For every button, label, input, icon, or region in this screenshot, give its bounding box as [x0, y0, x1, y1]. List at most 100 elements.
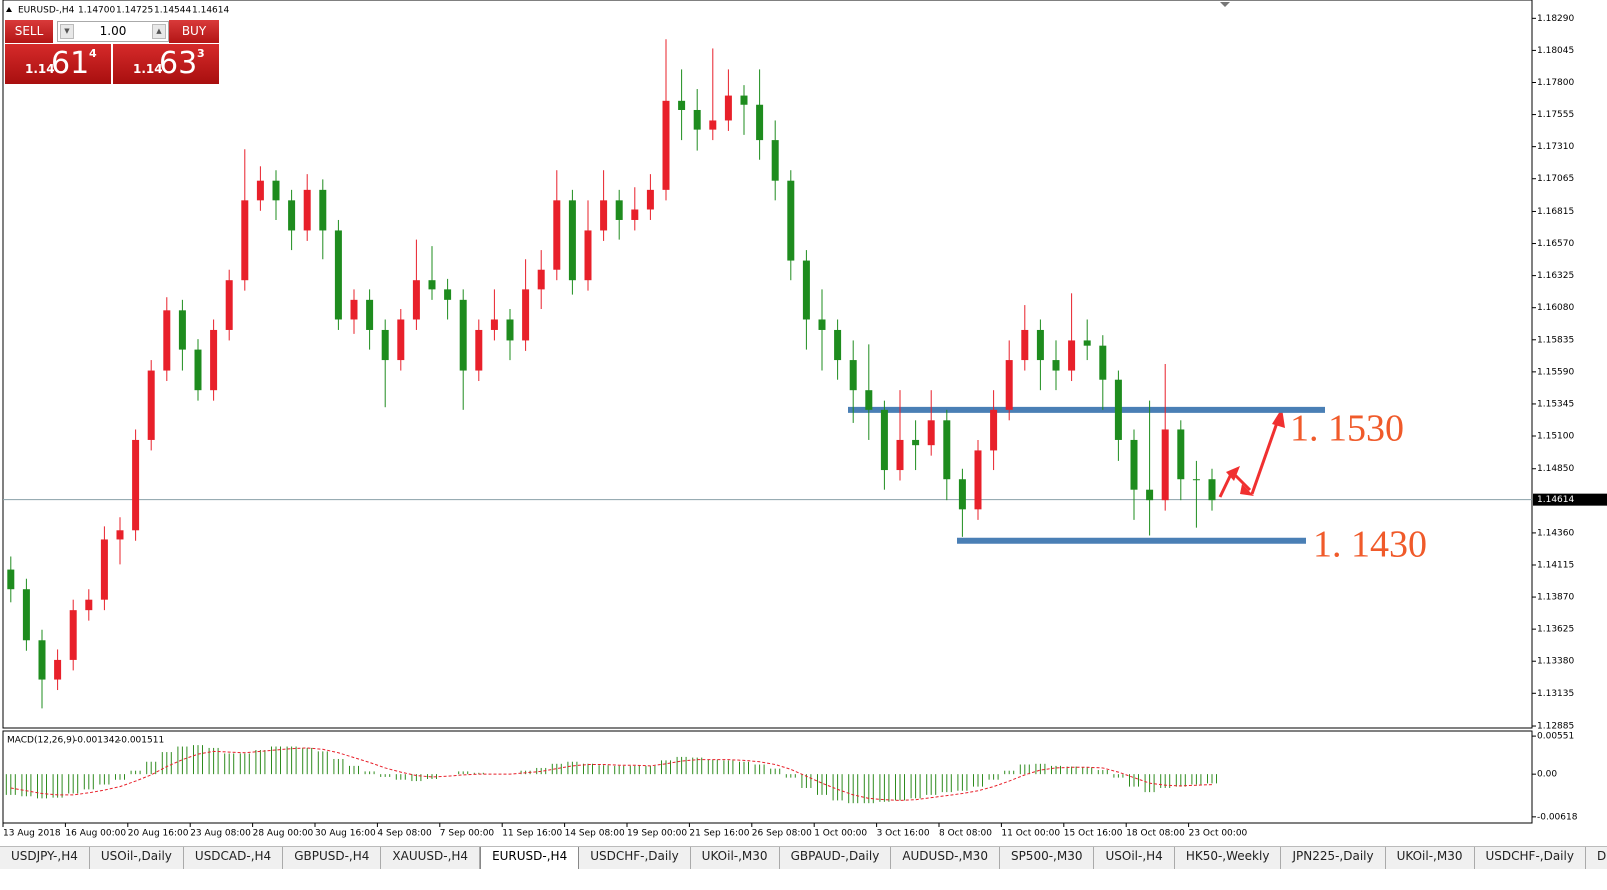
candle-body: [225, 280, 233, 330]
y-tick-label: 1.18290: [1537, 14, 1574, 24]
candle-body: [927, 420, 935, 446]
y-tick-label: 1.13380: [1537, 657, 1574, 667]
candle-body: [334, 230, 342, 320]
y-tick-label: 1.16570: [1537, 239, 1574, 249]
x-tick-label: 1 Oct 00:00: [814, 829, 867, 839]
sell-button[interactable]: SELL: [5, 20, 53, 43]
x-tick-label: 14 Sep 08:00: [565, 829, 625, 839]
candle-body: [54, 659, 62, 680]
x-tick-label: 18 Oct 08:00: [1126, 829, 1185, 839]
candle-body: [662, 100, 670, 190]
candle-body: [802, 260, 810, 320]
candle-body: [1005, 360, 1013, 410]
candle-body: [631, 209, 639, 220]
x-tick-label: 7 Sep 00:00: [440, 829, 495, 839]
chart-tab[interactable]: HK50-,Weekly: [1175, 847, 1282, 869]
header-value: 1.14725: [116, 6, 153, 16]
chart-tab[interactable]: USDCAD-,H4: [184, 847, 284, 869]
header-values: 1.14700 1.14725 1.14544 1.14614: [78, 6, 229, 16]
chart-tab[interactable]: AUDUSD-,M30: [891, 847, 1000, 869]
chart-tab[interactable]: JPN225-,Daily: [1281, 847, 1386, 869]
chart-shift-marker: [1220, 2, 1230, 7]
volume-up[interactable]: ▲: [152, 24, 166, 39]
y-tick-label: 1.15835: [1537, 335, 1574, 345]
chart-tabs: USDJPY-,H4 USOil-,Daily USDCAD-,H4 GBPUSD-,…: [0, 846, 1607, 869]
y-tick-label: 0.00551: [1537, 732, 1574, 742]
candle-body: [1021, 329, 1029, 361]
chart-tab[interactable]: XAUUSD-,H4: [381, 847, 481, 869]
chart-tab[interactable]: GBPUSD-,H4: [283, 847, 382, 869]
ask-quote[interactable]: 1.14 63 3: [113, 44, 219, 84]
candle-body: [1036, 329, 1044, 361]
chart-tab[interactable]: USDCHF-,Daily: [579, 847, 691, 869]
candle-body: [584, 230, 592, 281]
candle-body: [210, 329, 218, 391]
candle-body: [319, 189, 327, 231]
chart-tab[interactable]: UKOil-,M30: [691, 847, 780, 869]
x-tick-label: 23 Aug 08:00: [190, 829, 251, 839]
x-tick-label: 11 Sep 16:00: [502, 829, 562, 839]
candle-body: [600, 200, 608, 231]
y-tick-label: 1.16080: [1537, 303, 1574, 313]
candle-body: [69, 610, 77, 660]
candle-body: [943, 420, 951, 480]
y-tick-label: 1.15590: [1537, 367, 1574, 377]
ask-main: 63: [159, 46, 198, 81]
candle-body: [709, 120, 717, 130]
chart-tab[interactable]: D: [1586, 847, 1607, 869]
volume-down[interactable]: ▼: [60, 24, 74, 39]
candle-body: [1177, 429, 1185, 480]
arrowhead: [1272, 408, 1285, 428]
macd-plot-frame: [2, 730, 1533, 824]
x-tick-label: 15 Oct 16:00: [1064, 829, 1123, 839]
chart-tab[interactable]: SP500-,M30: [1000, 847, 1095, 869]
candle-body: [194, 349, 202, 391]
one-click-trading-panel: SELL ▼ 1.00 ▲ BUY 1.14 61 4 1.14 63 3: [5, 20, 219, 84]
volume-input[interactable]: ▼ 1.00 ▲: [57, 21, 169, 42]
candle-body: [7, 569, 15, 590]
chart-tab[interactable]: USDJPY-,H4: [0, 847, 90, 869]
candle-body: [771, 140, 779, 181]
chart-tab[interactable]: GBPAUD-,Daily: [780, 847, 892, 869]
candle-body: [366, 299, 374, 330]
chart-tab[interactable]: USDCHF-,Daily: [1475, 847, 1586, 869]
chart-tab[interactable]: EURUSD-,H4: [480, 847, 580, 869]
y-tick-label: 1.18045: [1537, 46, 1574, 56]
candle-body: [1114, 379, 1122, 440]
level-label: 1. 1530: [1290, 408, 1404, 450]
candle-body: [444, 289, 452, 300]
bid-quote[interactable]: 1.14 61 4: [5, 44, 111, 84]
macd-signal-value: -0.001511: [118, 736, 164, 746]
candle-body: [990, 409, 998, 451]
buy-button[interactable]: BUY: [169, 20, 219, 43]
arrowhead: [1240, 484, 1254, 496]
ask-big: 1.14: [133, 62, 163, 76]
current-price-box: [1533, 493, 1607, 506]
chart-tab[interactable]: USOil-,Daily: [90, 847, 184, 869]
candle-body: [506, 319, 514, 341]
x-tick-label: 11 Oct 00:00: [1001, 829, 1060, 839]
candle-body: [116, 530, 124, 540]
candle-body: [1192, 479, 1200, 481]
current-price-label: 1.14614: [1537, 495, 1574, 505]
y-tick-label: 1.17555: [1537, 110, 1574, 120]
candle-body: [522, 289, 530, 341]
candle-body: [537, 269, 545, 290]
y-tick-label: 1.14360: [1537, 528, 1574, 538]
candle-body: [22, 589, 30, 641]
x-tick-label: 28 Aug 00:00: [253, 829, 314, 839]
y-tick-label: 1.13625: [1537, 625, 1574, 635]
candle-body: [724, 95, 732, 121]
candle-body: [147, 370, 155, 440]
candle-body: [787, 180, 795, 261]
candle-body: [615, 200, 623, 220]
chart-tab[interactable]: UKOil-,M30: [1386, 847, 1475, 869]
y-tick-label: 1.16325: [1537, 271, 1574, 281]
y-tick-label: 1.14115: [1537, 560, 1574, 570]
candle-body: [459, 299, 467, 371]
main-plot-frame: [2, 0, 1533, 729]
bid-small: 4: [89, 47, 97, 60]
symbol-menu-arrow: [6, 7, 12, 12]
chart-tab[interactable]: USOil-,H4: [1094, 847, 1175, 869]
x-tick-label: 13 Aug 2018: [3, 829, 61, 839]
